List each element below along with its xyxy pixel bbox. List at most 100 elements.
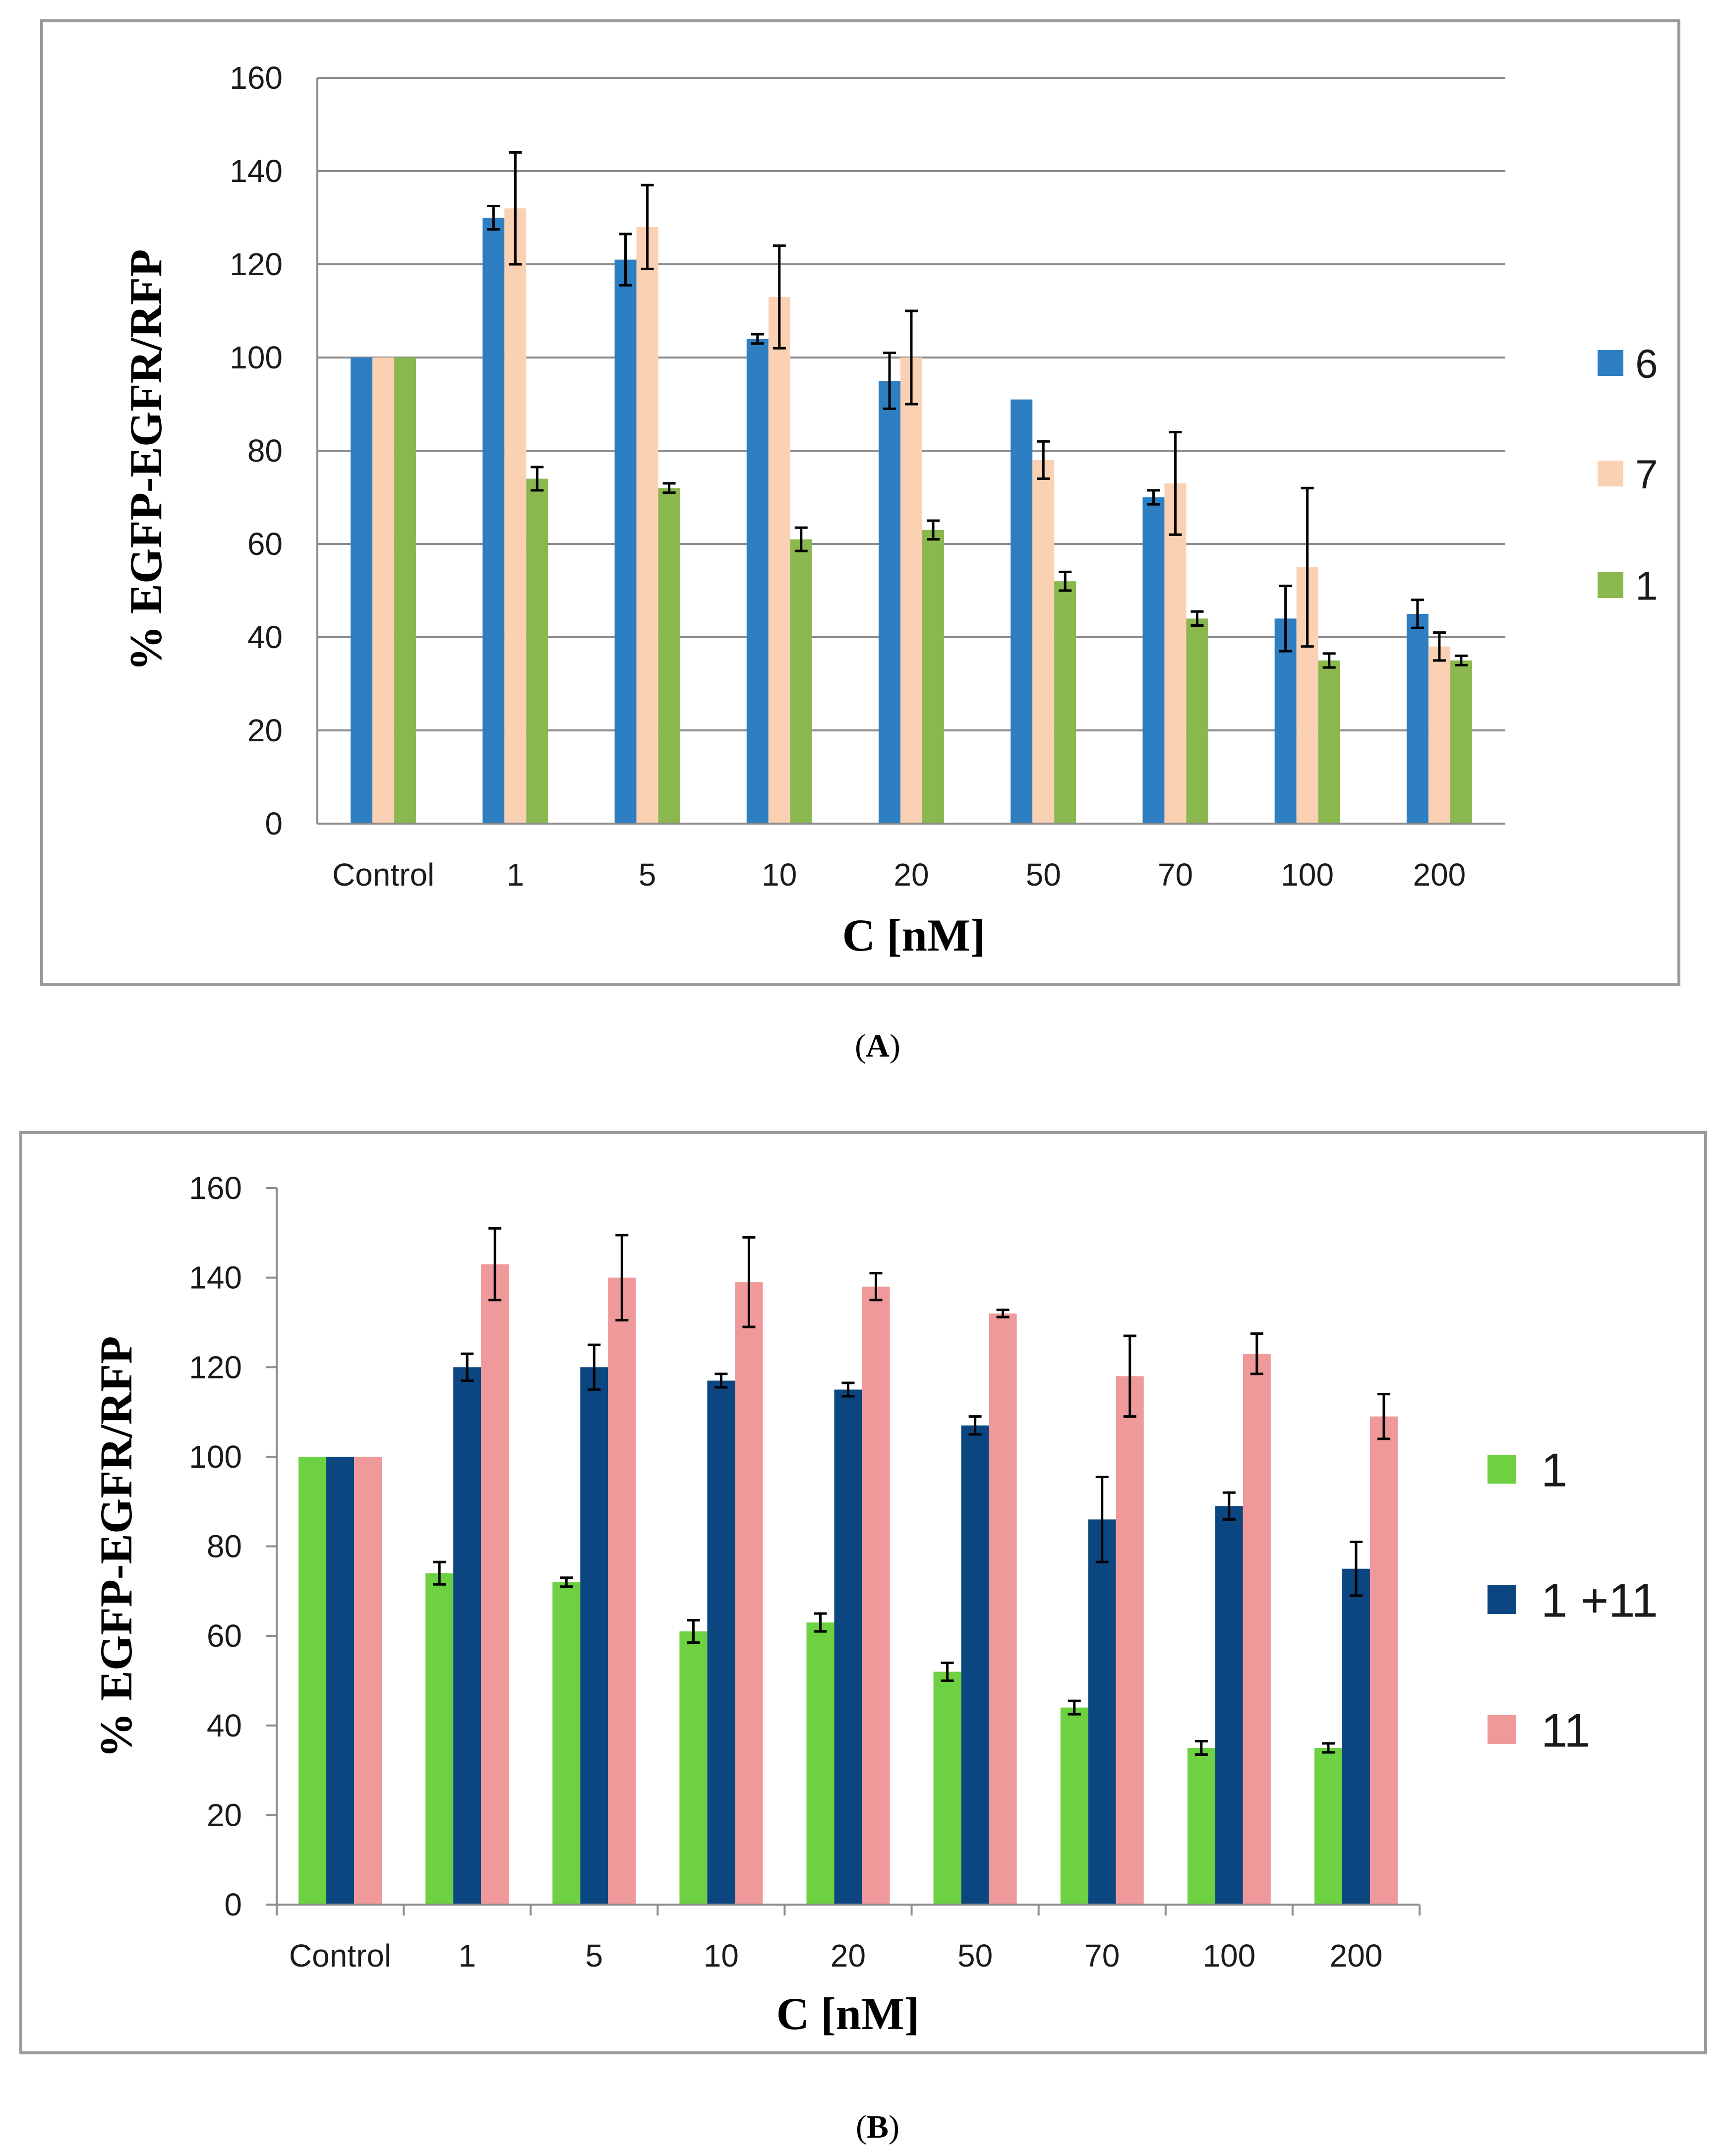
x-tick-label: 1: [458, 1938, 476, 1974]
x-tick-label: 10: [762, 857, 797, 893]
x-tick-label: 50: [957, 1938, 993, 1974]
bar: [1142, 497, 1165, 824]
bar: [526, 479, 548, 824]
legend-swatch: [1598, 572, 1623, 598]
bar: [961, 1425, 989, 1905]
bar: [504, 208, 527, 824]
bar: [1243, 1354, 1271, 1905]
bar: [790, 539, 812, 824]
y-tick-label: 100: [230, 340, 283, 375]
bar: [1215, 1506, 1243, 1905]
legend-label: 1: [1541, 1444, 1567, 1497]
legend-label: 1 +11: [1541, 1574, 1658, 1627]
x-tick-label: 70: [1158, 857, 1193, 893]
bar: [580, 1367, 608, 1905]
x-tick-label: 20: [893, 857, 929, 893]
bar: [1116, 1376, 1144, 1905]
bar: [933, 1672, 961, 1905]
bar: [1088, 1519, 1116, 1905]
bar: [1054, 581, 1076, 824]
legend-label: 7: [1635, 452, 1658, 497]
bar: [552, 1582, 581, 1905]
bar: [1428, 646, 1450, 824]
bar: [372, 358, 395, 824]
bar: [608, 1277, 636, 1905]
bar: [806, 1622, 834, 1905]
y-axis-title: % EGFP-EGFR/RFP: [120, 249, 171, 671]
y-tick-label: 80: [207, 1529, 242, 1564]
panel-label-a: (A): [855, 1028, 900, 1064]
panel-label-b: (B): [856, 2109, 899, 2145]
bar: [614, 259, 637, 824]
bar: [989, 1313, 1017, 1905]
x-tick-label: 200: [1330, 1938, 1383, 1974]
x-tick-label: 100: [1202, 1938, 1255, 1974]
bar: [1318, 660, 1340, 824]
x-tick-label: 200: [1413, 857, 1466, 893]
legend-swatch: [1598, 350, 1623, 376]
y-tick-label: 60: [247, 526, 283, 562]
legend-label: 1: [1635, 564, 1658, 609]
x-tick-label: Control: [289, 1938, 391, 1974]
bar: [1450, 660, 1472, 824]
bar: [326, 1456, 355, 1905]
y-tick-label: 120: [230, 246, 283, 282]
chart-panel-a: 0 20 40 60 80 100 120 140 160 Control 1 5 10 20 50 70 1…: [40, 19, 1680, 986]
legend-swatch: [1488, 1585, 1516, 1614]
bar: [636, 227, 658, 824]
bar: [1274, 618, 1297, 824]
y-tick-labels: 0 20 40 60 80 100 120 140 160: [230, 60, 283, 841]
bar: [1406, 614, 1428, 824]
y-tick-label: 20: [207, 1797, 242, 1833]
legend-swatch: [1488, 1715, 1516, 1744]
x-tick-labels: Control 1 5 10 20 50 70 100 200: [289, 1938, 1382, 1974]
bar: [735, 1282, 763, 1905]
axes: [266, 1187, 1421, 1916]
bar: [768, 297, 790, 824]
axes: [316, 78, 1505, 825]
bar: [453, 1367, 481, 1905]
bar: [298, 1456, 327, 1905]
bar: [1186, 618, 1208, 824]
x-tick-label: 10: [704, 1938, 739, 1974]
x-tick-label: 50: [1026, 857, 1061, 893]
x-tick-labels: Control 1 5 10 20 50 70 100 200: [332, 857, 1466, 893]
legend-swatch: [1598, 461, 1623, 486]
legend-swatch: [1488, 1455, 1516, 1484]
bar: [354, 1456, 382, 1905]
y-tick-label: 80: [247, 433, 283, 469]
legend-label: 6: [1635, 342, 1658, 387]
bar: [746, 339, 769, 824]
x-tick-label: Control: [332, 857, 434, 893]
x-axis-title: C [nM]: [776, 1988, 920, 2039]
bar: [351, 358, 373, 824]
x-tick-label: 100: [1281, 857, 1334, 893]
x-tick-label: 20: [831, 1938, 866, 1974]
bar: [1314, 1747, 1342, 1905]
y-tick-labels: 0 20 40 60 80 100 120 140 160: [189, 1170, 242, 1922]
bar: [425, 1573, 454, 1905]
bar: [1060, 1707, 1088, 1905]
chart-frame: [40, 19, 1680, 986]
y-tick-label: 60: [207, 1618, 242, 1654]
bar: [679, 1631, 708, 1905]
x-tick-label: 5: [639, 857, 656, 893]
x-tick-label: 70: [1084, 1938, 1120, 1974]
bar: [482, 218, 505, 824]
legend-label: 11: [1541, 1704, 1591, 1757]
legend: 1 1 +11 11: [1488, 1444, 1658, 1757]
y-tick-label: 140: [189, 1260, 242, 1296]
y-axis-title: % EGFP-EGFR/RFP: [91, 1336, 141, 1758]
bar: [1187, 1747, 1215, 1905]
y-tick-label: 0: [265, 806, 283, 841]
bar: [1011, 399, 1033, 824]
y-tick-label: 160: [230, 60, 283, 96]
bars: [351, 208, 1472, 824]
bars: [298, 1264, 1398, 1905]
bar: [658, 488, 680, 824]
bar: [481, 1264, 509, 1905]
x-tick-label: 5: [585, 1938, 603, 1974]
y-tick-label: 40: [247, 619, 283, 655]
y-tick-label: 40: [207, 1708, 242, 1743]
